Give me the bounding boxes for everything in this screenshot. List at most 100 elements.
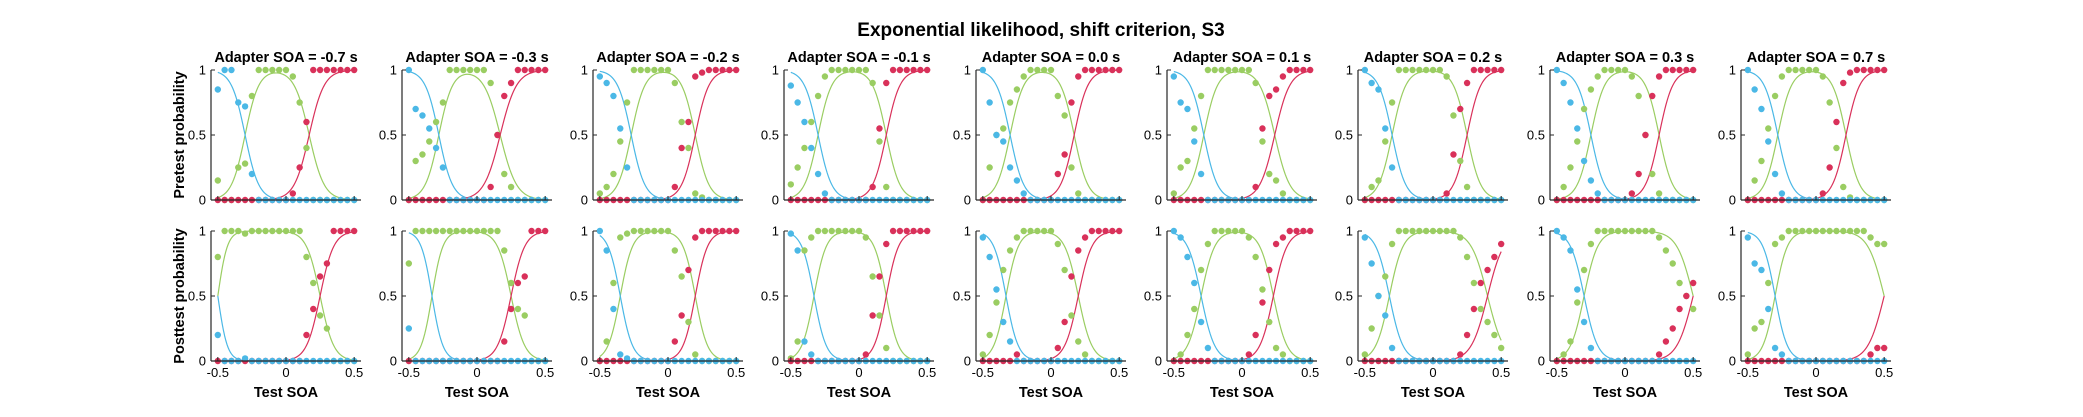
y-tick-label: 0 xyxy=(581,354,588,369)
fit-curve-green xyxy=(1173,231,1311,362)
point-blue xyxy=(1744,234,1752,241)
point-green xyxy=(1840,227,1847,235)
point-red xyxy=(705,66,713,74)
y-tick-label: 1 xyxy=(1346,224,1353,239)
point-red xyxy=(1470,305,1478,313)
point-red xyxy=(1874,66,1881,74)
point-red xyxy=(1266,92,1273,100)
fit-curve-blue xyxy=(1747,70,1885,201)
point-red xyxy=(323,260,331,267)
point-red xyxy=(1443,190,1450,197)
point-green xyxy=(1826,227,1833,235)
point-red xyxy=(1081,66,1089,74)
point-red xyxy=(1061,151,1068,158)
point-blue xyxy=(1184,253,1191,261)
point-red xyxy=(1088,66,1096,74)
point-green xyxy=(848,66,856,74)
point-red xyxy=(869,312,876,319)
fit-curve-red xyxy=(1556,70,1694,201)
y-tick-label: 0.5 xyxy=(1144,128,1162,143)
y-tick-label: 1 xyxy=(1538,63,1545,78)
y-tick-label: 0.5 xyxy=(1527,289,1545,304)
y-tick-label: 0 xyxy=(390,193,397,208)
point-red xyxy=(303,118,310,126)
point-red xyxy=(1833,118,1840,126)
point-red xyxy=(1109,66,1116,74)
point-green xyxy=(1601,227,1608,235)
point-red xyxy=(1095,227,1102,235)
point-red xyxy=(521,66,528,74)
point-green xyxy=(432,118,440,126)
point-blue xyxy=(603,247,610,254)
point-red xyxy=(316,273,324,280)
x-tick-label: 0 xyxy=(282,365,289,380)
point-red xyxy=(698,69,706,76)
point-blue xyxy=(1000,138,1007,145)
point-green xyxy=(1382,138,1389,145)
point-green xyxy=(1068,312,1075,319)
point-blue xyxy=(821,190,829,197)
point-green xyxy=(1758,157,1765,165)
fit-curve-green xyxy=(217,230,355,361)
point-green xyxy=(1819,227,1827,235)
point-green xyxy=(1853,227,1861,235)
point-green xyxy=(412,227,419,235)
point-green xyxy=(1211,227,1218,235)
fit-curve-blue xyxy=(982,233,1120,362)
point-green xyxy=(501,170,508,178)
point-red xyxy=(1457,351,1464,358)
point-green xyxy=(1422,227,1430,235)
y-tick-label: 1 xyxy=(199,63,206,78)
point-green xyxy=(1649,170,1656,178)
point-green xyxy=(316,312,324,319)
point-green xyxy=(480,227,488,235)
x-tick-label: -0.5 xyxy=(1546,365,1568,380)
point-green xyxy=(678,118,685,126)
point-green xyxy=(986,164,993,171)
point-green xyxy=(1402,66,1409,74)
point-green xyxy=(1470,279,1478,287)
point-red xyxy=(1286,66,1293,74)
point-green xyxy=(855,66,863,74)
point-blue xyxy=(1553,227,1561,235)
y-tick-label: 0.5 xyxy=(953,289,971,304)
point-red xyxy=(1484,266,1491,274)
fit-curve-blue xyxy=(982,71,1120,201)
panel-2-pretest: 00.51 xyxy=(570,63,743,208)
point-red xyxy=(1491,66,1498,74)
fit-curve-green xyxy=(982,71,1120,201)
point-green xyxy=(282,66,290,74)
point-green xyxy=(1252,79,1259,87)
point-red xyxy=(1662,66,1670,74)
y-tick-label: 1 xyxy=(1155,224,1162,239)
point-red xyxy=(923,227,931,235)
point-blue xyxy=(1191,138,1198,145)
point-green xyxy=(617,138,624,145)
point-green xyxy=(487,227,494,235)
point-green xyxy=(814,92,822,100)
point-green xyxy=(1635,227,1642,235)
point-green xyxy=(453,66,460,74)
point-red xyxy=(732,227,740,235)
point-green xyxy=(1785,66,1792,74)
point-green xyxy=(1252,253,1259,261)
point-blue xyxy=(986,253,993,261)
y-tick-label: 0 xyxy=(1346,193,1353,208)
point-green xyxy=(644,66,651,74)
point-green xyxy=(228,227,235,235)
point-green xyxy=(235,227,242,235)
point-blue xyxy=(1567,99,1574,106)
point-green xyxy=(1463,253,1471,261)
point-green xyxy=(1279,351,1287,358)
y-tick-label: 0 xyxy=(199,354,206,369)
y-tick-label: 0.5 xyxy=(188,128,206,143)
point-red xyxy=(1477,279,1484,287)
point-green xyxy=(1812,227,1820,235)
x-tick-label: -0.5 xyxy=(398,365,420,380)
point-green xyxy=(248,92,256,100)
x-tick-label: 0 xyxy=(1047,365,1054,380)
point-green xyxy=(262,66,269,74)
point-green xyxy=(848,227,856,235)
point-red xyxy=(535,227,542,235)
fit-curve-blue xyxy=(408,70,546,201)
